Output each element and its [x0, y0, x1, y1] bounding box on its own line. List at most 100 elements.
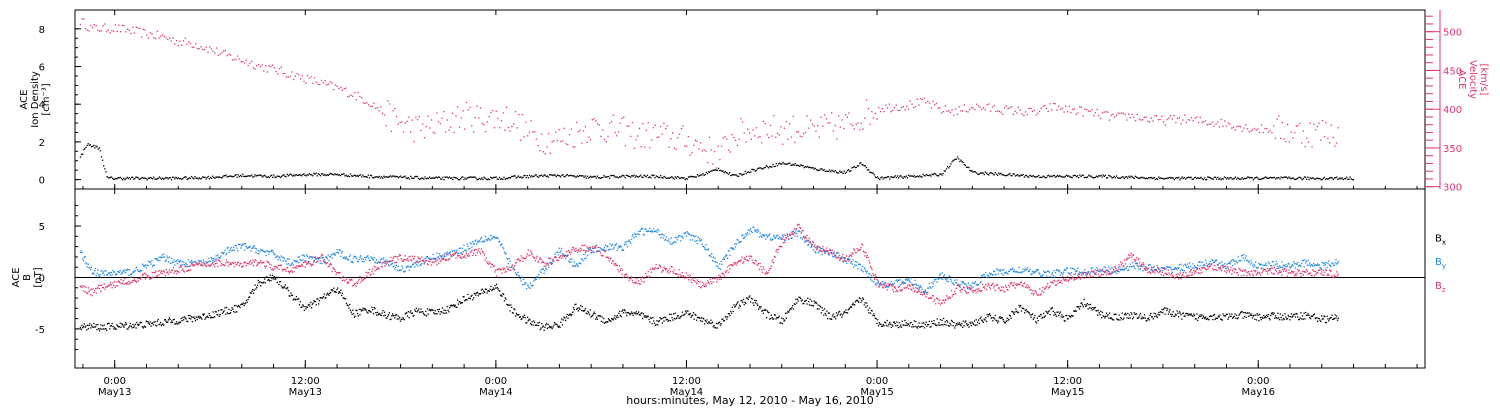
bx-point [1231, 313, 1233, 315]
ion-density-point [860, 162, 862, 164]
by-point [1059, 274, 1061, 276]
bx-point [576, 308, 578, 310]
bx-point [174, 323, 176, 325]
ion-density-point [348, 175, 351, 178]
by-point [711, 260, 714, 262]
ion-density-point [343, 173, 345, 175]
ion-density-point [328, 173, 331, 175]
bx-point [1089, 303, 1092, 306]
bx-point [1121, 312, 1123, 314]
bx-point [614, 315, 616, 317]
by-point [165, 259, 167, 261]
ion-density-point [1163, 178, 1165, 180]
ion-density-point [1127, 177, 1129, 179]
velocity-point [630, 135, 632, 138]
bx-point [838, 310, 841, 313]
by-point [87, 263, 89, 265]
ion-density-point [501, 178, 503, 180]
by-point [1100, 270, 1102, 272]
by-point [422, 260, 425, 262]
ion-density-point [193, 178, 195, 180]
bx-point [741, 300, 743, 302]
ion-density-point [876, 176, 879, 178]
bx-point [1067, 318, 1069, 320]
by-point [634, 232, 636, 234]
bx-point [1270, 312, 1273, 315]
bx-point [241, 303, 243, 305]
bx-point [878, 322, 880, 324]
ion-density-point [649, 176, 651, 178]
bx-point [834, 316, 836, 318]
bx-point [333, 287, 335, 289]
ion-density-point [1161, 177, 1163, 179]
bx-point [247, 298, 249, 301]
ion-density-point [952, 160, 954, 162]
ion-density-point [566, 173, 568, 176]
bx-point [477, 295, 479, 297]
bx-point [1066, 318, 1069, 320]
velocity-point [170, 40, 172, 42]
by-point [100, 270, 102, 272]
ion-density-point [472, 176, 474, 178]
ion-density-point [307, 174, 309, 176]
bx-point [1123, 317, 1125, 319]
ion-density-point [684, 178, 686, 181]
bx-point [1062, 315, 1065, 318]
by-point [1024, 269, 1026, 271]
by-point [1128, 266, 1131, 268]
by-point [793, 232, 795, 234]
bx-point [248, 296, 250, 299]
ion-density-point [473, 176, 475, 178]
ion-density-point [221, 177, 223, 179]
by-point [688, 233, 690, 235]
bx-point [1259, 316, 1262, 319]
ion-density-point [127, 177, 129, 180]
ion-density-point [775, 162, 777, 165]
bx-point [222, 311, 224, 313]
ion-density-point [405, 177, 407, 179]
bx-point [1040, 313, 1042, 316]
velocity-point [1280, 137, 1282, 140]
by-point [890, 281, 892, 283]
by-point [178, 261, 180, 263]
velocity-point [986, 104, 988, 106]
ion-density-point [831, 169, 833, 171]
by-point [1166, 266, 1169, 268]
ion-density-point [586, 175, 588, 177]
bx-point [511, 306, 513, 309]
bx-point [592, 314, 594, 317]
by-point [1144, 269, 1146, 271]
velocity-point [334, 84, 337, 86]
ion-density-point [1340, 178, 1342, 180]
by-point [1129, 263, 1131, 265]
bx-point [185, 318, 187, 320]
ion-density-point [641, 176, 643, 178]
bx-point [1014, 311, 1016, 313]
by-point [864, 268, 866, 270]
by-point [1196, 267, 1198, 269]
ion-density-point [736, 175, 739, 177]
bx-point [1024, 312, 1026, 314]
ion-density-point [631, 175, 633, 177]
bx-point [888, 323, 890, 325]
bx-point [406, 312, 408, 314]
bx-point [1238, 314, 1240, 316]
ion-density-point [1004, 175, 1007, 177]
bx-point [716, 327, 718, 329]
by-point [110, 271, 112, 274]
bx-point [236, 311, 238, 313]
ion-density-point [982, 172, 984, 174]
velocity-point [478, 117, 480, 119]
by-point [784, 239, 786, 242]
velocity-point [890, 111, 892, 113]
ion-density-point [703, 174, 705, 177]
by-point [438, 253, 440, 255]
ion-density-point [943, 170, 945, 172]
bx-point [951, 320, 953, 323]
velocity-point [1241, 130, 1243, 132]
bx-point [1290, 316, 1292, 318]
velocity-point [1217, 121, 1219, 123]
by-point [1048, 271, 1050, 273]
bx-point [256, 284, 259, 286]
by-point [603, 246, 606, 249]
